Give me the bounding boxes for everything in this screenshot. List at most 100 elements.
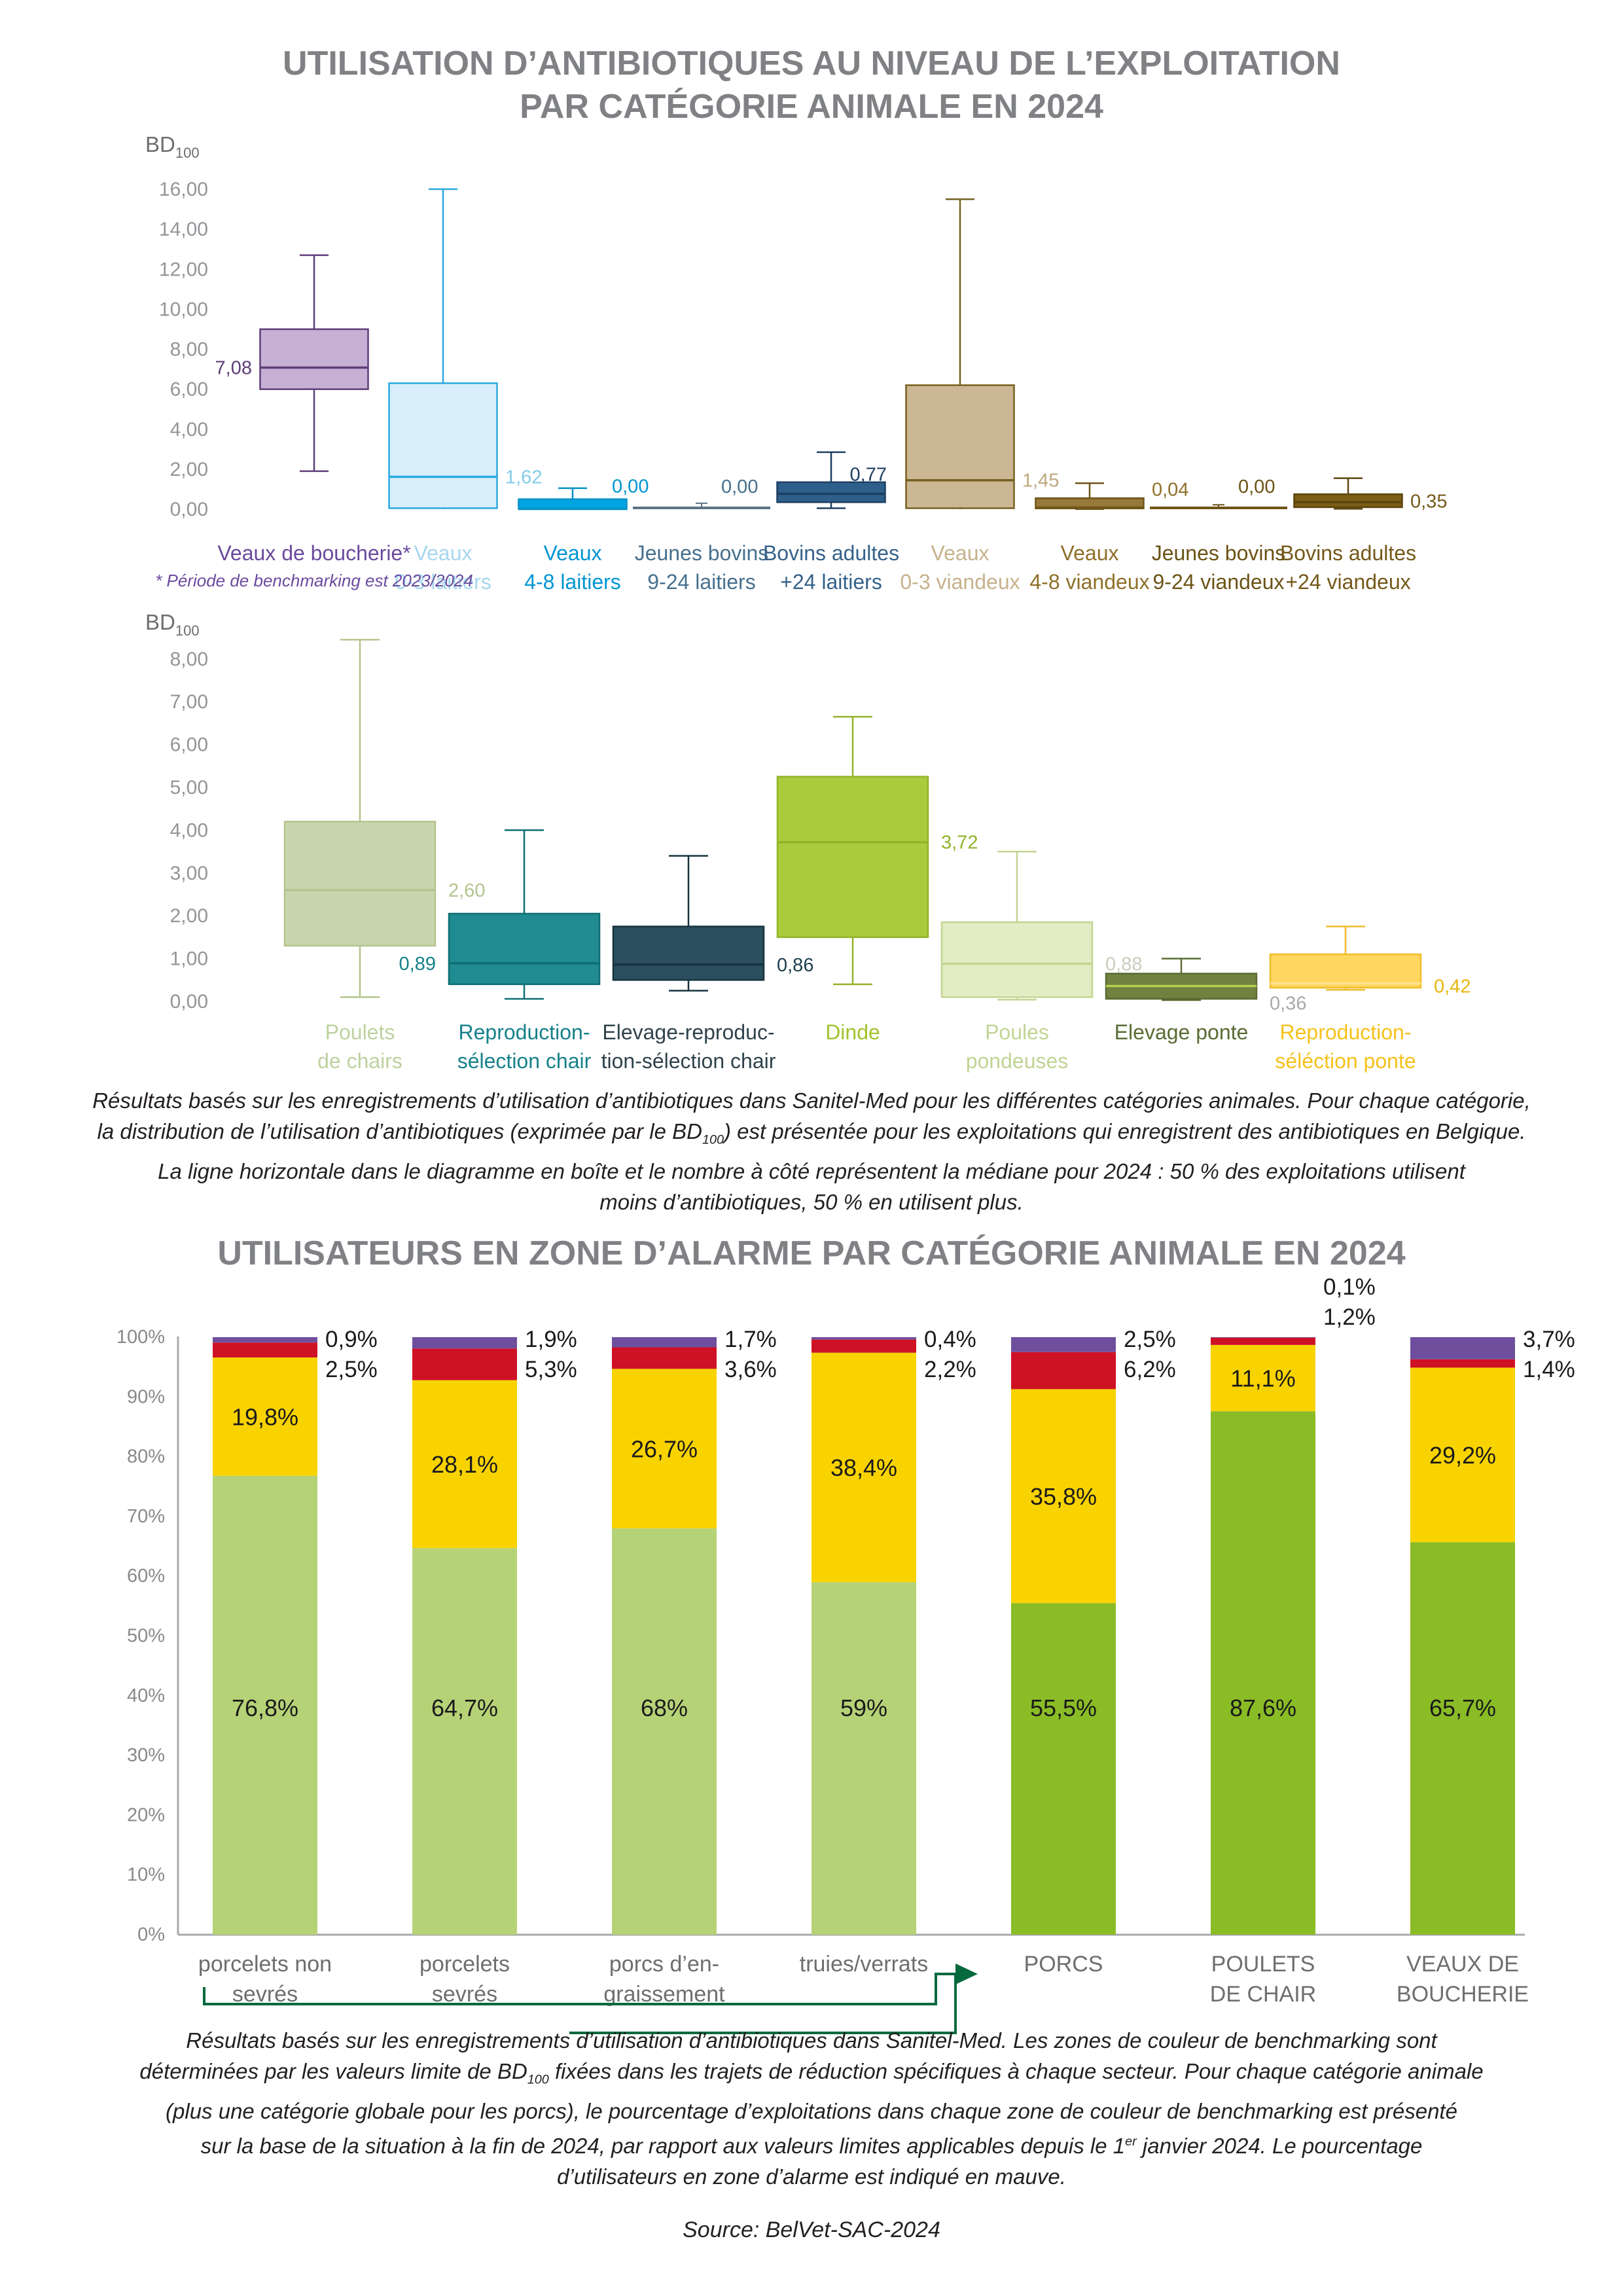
bar-segment-yellow — [612, 1369, 717, 1529]
box — [612, 925, 765, 981]
y-tick-label: 0,00 — [170, 499, 208, 520]
median-label: 0,88 — [1105, 954, 1142, 975]
bar-segment-green — [412, 1548, 517, 1935]
x-axis-label: porcelets sevrés — [419, 1952, 510, 2007]
box — [776, 776, 929, 939]
category-label: Dinde — [825, 1020, 880, 1044]
median-label: 2,60 — [448, 880, 485, 901]
y-tick-label: 20% — [127, 1804, 165, 1825]
pig-categories-bracket — [203, 1973, 955, 2005]
bar-segment-purple — [1211, 1337, 1315, 1338]
box — [283, 821, 437, 947]
bracket-arrow-icon — [955, 1964, 978, 1984]
y-tick-label: 90% — [127, 1386, 165, 1407]
green-zone-label: 65,7% — [1429, 1695, 1496, 1721]
median-label: 0,89 — [399, 954, 436, 975]
y-tick-label: 100% — [116, 1327, 165, 1348]
bar-segment-red — [1011, 1352, 1116, 1390]
yellow-zone-label: 35,8% — [1030, 1483, 1097, 1510]
box — [448, 912, 601, 986]
category-label: Poulets de chairs — [317, 1020, 402, 1073]
category-label: Jeunes bovins 9-24 viandeux — [1152, 541, 1286, 594]
y-tick-label: 5,00 — [170, 777, 208, 798]
x-axis-label: VEAUX DE BOUCHERIE — [1397, 1952, 1529, 2007]
boxplot-description-line4: moins d’antibiotiques, 50 % en utilisent… — [599, 1189, 1024, 1214]
yellow-zone-label: 28,1% — [431, 1451, 498, 1478]
boxplot-description-line2: la distribution de l’utilisation d’antib… — [97, 1119, 1526, 1147]
box — [776, 481, 886, 503]
median-label: 0,77 — [850, 464, 887, 485]
red-zone-label: 3,6% — [724, 1357, 777, 1382]
median-label: 0,86 — [777, 955, 813, 976]
category-label: Veaux 0-3 viandeux — [900, 541, 1020, 594]
category-label: Elevage-reproduc-tion-sélection chair — [601, 1020, 776, 1073]
y-axis-title: BD100 — [145, 610, 200, 639]
pig-categories-bracket-lower — [569, 1974, 957, 2034]
boxplots-title-line2: PAR CATÉGORIE ANIMALE EN 2024 — [520, 88, 1103, 126]
boxplot-volailles: BD100 0,00 1,00 2,00 3,00 4,00 5,00 6,00 7,00 8,0… — [145, 610, 1471, 1073]
y-tick-label: 2,00 — [170, 905, 208, 927]
category-label: Veaux de boucherie* — [217, 541, 410, 565]
bar-segment-red — [213, 1342, 317, 1358]
alarm-zone-label: 3,7% — [1523, 1327, 1575, 1352]
median-label: 1,62 — [505, 467, 542, 488]
median-label: 0,36 — [1270, 993, 1306, 1014]
x-axis-label: porcs d’en-graissement — [603, 1952, 725, 2007]
y-tick-label: 50% — [127, 1626, 165, 1647]
bar-segment-purple — [812, 1337, 916, 1340]
alarm-zone-label: 2,5% — [1124, 1327, 1176, 1352]
bar-segment-yellow — [213, 1357, 317, 1476]
green-zone-label: 55,5% — [1030, 1695, 1097, 1721]
y-tick-label: 10% — [127, 1865, 165, 1886]
bar-segment-purple — [1410, 1337, 1515, 1359]
category-label: Poules pondeuses — [966, 1020, 1069, 1073]
yellow-zone-label: 38,4% — [830, 1454, 897, 1481]
median-label: 0,42 — [1434, 977, 1471, 997]
red-zone-label: 1,2% — [1323, 1304, 1376, 1330]
category-label: Veaux 4-8 laitiers — [524, 541, 621, 594]
x-axis-label: POULETS DE CHAIR — [1210, 1952, 1316, 2007]
category-label: Bovins adultes +24 laitiers — [763, 541, 899, 594]
green-zone-label: 59% — [840, 1695, 887, 1721]
barchart-description-line5: d’utilisateurs en zone d’alarme est indi… — [557, 2164, 1066, 2189]
green-zone-label: 64,7% — [431, 1695, 498, 1721]
boxplot-bovins: BD100 0,00 2,00 4,00 6,00 8,00 10,00 12,00 14,00… — [145, 132, 1447, 594]
red-zone-label: 1,4% — [1523, 1357, 1575, 1382]
category-label: Bovins adultes +24 viandeux — [1280, 541, 1416, 594]
bar-segment-purple — [412, 1337, 517, 1349]
median-label: 7,08 — [215, 358, 252, 379]
y-tick-label: 4,00 — [170, 819, 208, 841]
yellow-zone-label: 11,1% — [1230, 1365, 1295, 1392]
alarm-zone-label: 0,4% — [924, 1327, 976, 1352]
bar-segment-red — [1410, 1359, 1515, 1368]
barchart-description-line3: (plus une catégorie globale pour les por… — [166, 2098, 1457, 2123]
y-tick-label: 30% — [127, 1745, 165, 1766]
red-zone-label: 5,3% — [525, 1357, 577, 1382]
y-tick-label: 80% — [127, 1446, 165, 1467]
benchmark-footnote: * Période de benchmarking est 2023/2024 — [155, 571, 473, 590]
bar-segment-green — [812, 1582, 916, 1935]
bar-segment-purple — [612, 1337, 717, 1348]
y-tick-label: 3,00 — [170, 863, 208, 884]
category-label: Reproduction-séléction ponte — [1275, 1020, 1416, 1073]
bar-segment-red — [612, 1347, 717, 1369]
alarm-zone-bar-chart: 0% 10% 20% 30% 40% 50% 60% 70% 80% 90% 100% 76,8% 19… — [116, 1274, 1575, 2034]
bar-segment-red — [812, 1339, 916, 1353]
boxplots-title-line1: UTILISATION D’ANTIBIOTIQUES AU NIVEAU DE… — [283, 45, 1340, 82]
category-label: Jeunes bovins 9-24 laitiers — [635, 541, 769, 594]
alarm-zone-label: 1,9% — [525, 1327, 577, 1352]
green-zone-label: 76,8% — [232, 1695, 298, 1721]
y-tick-label: 2,00 — [170, 459, 208, 480]
red-zone-label: 6,2% — [1124, 1357, 1176, 1382]
bar-segment-yellow — [412, 1380, 517, 1549]
y-tick-label: 6,00 — [170, 379, 208, 401]
yellow-zone-label: 26,7% — [631, 1435, 698, 1462]
y-tick-label: 14,00 — [159, 219, 208, 240]
bar-segment-green — [1011, 1603, 1116, 1935]
bar-segment-red — [1211, 1337, 1315, 1345]
box — [905, 384, 1015, 509]
bar-segment-green — [612, 1528, 717, 1935]
boxplot-description-line1: Résultats basés sur les enregistrements … — [92, 1088, 1531, 1113]
